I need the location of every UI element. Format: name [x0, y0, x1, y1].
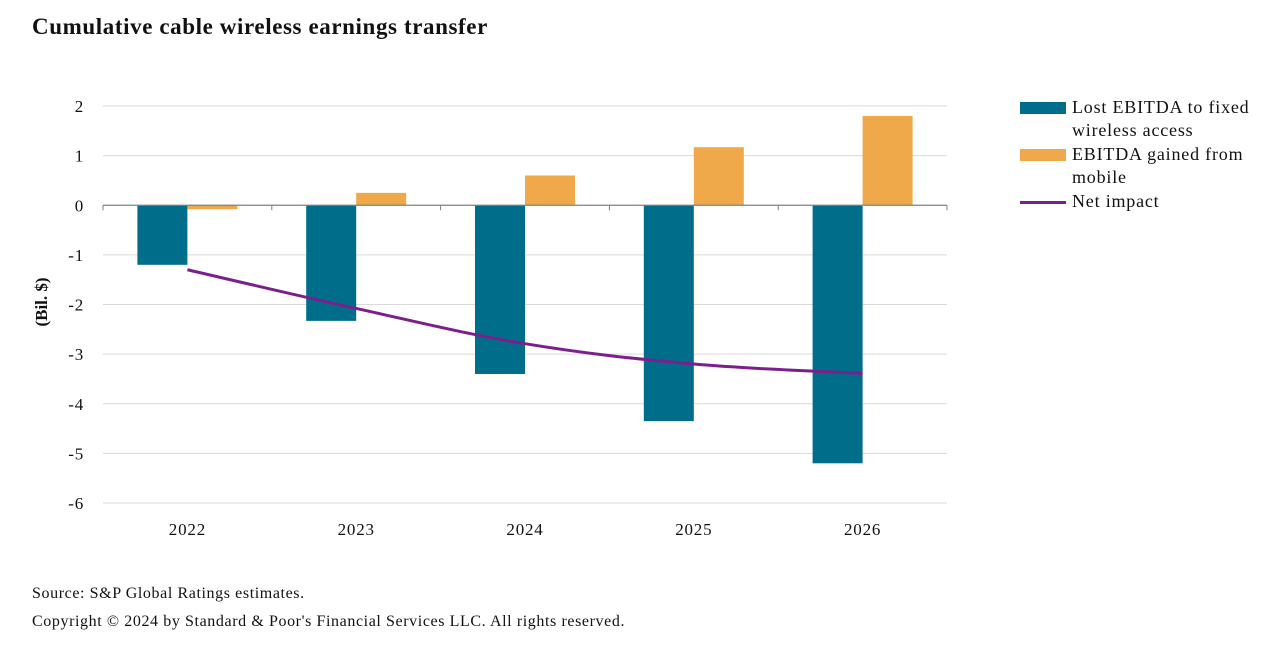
y-tick-label: 2 — [75, 97, 84, 116]
x-tick-label: 2026 — [844, 520, 881, 539]
x-tick-label: 2022 — [169, 520, 206, 539]
legend-swatch-ebitda-gained — [1020, 149, 1066, 161]
y-tick-label: 0 — [75, 196, 84, 215]
bar-lost-ebitda — [643, 205, 694, 422]
legend-label-lost-ebitda: Lost EBITDA to fixed wireless access — [1072, 97, 1250, 140]
y-tick-label: -1 — [68, 246, 84, 265]
bar-lost-ebitda — [475, 205, 525, 374]
bar-ebitda-gained — [862, 115, 913, 206]
legend-label-net-impact: Net impact — [1072, 191, 1160, 211]
bar-ebitda-gained — [187, 205, 238, 210]
legend-item-lost-ebitda: Lost EBITDA to fixed wireless access — [1020, 96, 1270, 142]
chart-title: Cumulative cable wireless earnings trans… — [32, 14, 488, 39]
legend: Lost EBITDA to fixed wireless access EBI… — [1020, 96, 1270, 214]
source-note: Source: S&P Global Ratings estimates. — [32, 585, 305, 602]
net-impact-line — [187, 268, 863, 375]
y-tick-label: -2 — [68, 296, 84, 315]
x-tick-label: 2023 — [338, 520, 375, 539]
y-tick-label: 1 — [75, 147, 84, 166]
y-tick-label: -5 — [68, 444, 84, 463]
legend-item-ebitda-gained: EBITDA gained from mobile — [1020, 143, 1270, 189]
x-tick-label: 2025 — [675, 520, 712, 539]
bar-lost-ebitda — [137, 205, 188, 265]
tick-labels: 2 1 0 -1 -2 -3 -4 -5 -6 2022 2023 2024 2025 2026 — [68, 97, 881, 539]
y-tick-label: -4 — [68, 395, 84, 414]
legend-swatch-lost-ebitda — [1020, 102, 1066, 114]
axes — [102, 204, 948, 211]
bar-ebitda-gained — [356, 192, 407, 206]
bar-ebitda-gained — [525, 175, 575, 206]
bar-lost-ebitda — [812, 205, 863, 464]
x-tick-label: 2024 — [506, 520, 543, 539]
legend-label-ebitda-gained: EBITDA gained from mobile — [1072, 144, 1244, 187]
y-tick-label: -6 — [68, 494, 84, 513]
bar-ebitda-gained — [693, 147, 744, 206]
net-impact-line-layer — [187, 268, 863, 375]
legend-item-net-impact: Net impact — [1020, 190, 1270, 213]
copyright-note: Copyright © 2024 by Standard & Poor's Fi… — [32, 613, 626, 630]
legend-swatch-net-impact — [1020, 201, 1066, 204]
y-axis-label: (Bil. $) — [32, 277, 51, 326]
y-tick-label: -3 — [68, 345, 84, 364]
bars — [137, 115, 913, 464]
